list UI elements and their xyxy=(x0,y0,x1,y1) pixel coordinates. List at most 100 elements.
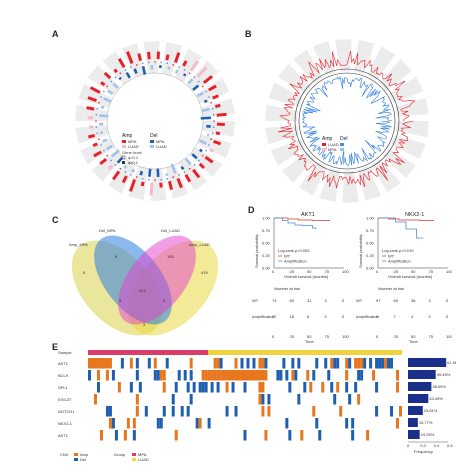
onco-cell xyxy=(96,382,100,393)
circos-sector xyxy=(161,41,182,76)
amp-bar xyxy=(149,182,154,196)
amp-bar xyxy=(126,51,134,64)
circos-b-rings xyxy=(265,39,429,203)
onco-cell xyxy=(399,406,402,417)
onco-cell xyxy=(186,382,190,393)
onco-cell xyxy=(369,358,373,369)
onco-cell xyxy=(219,370,223,381)
onco-cell xyxy=(207,418,211,429)
circos-dot xyxy=(135,176,138,178)
circos-dot xyxy=(193,76,196,78)
circos-sector xyxy=(202,121,235,137)
onco-cell xyxy=(210,370,214,381)
freq-value: 61.96% xyxy=(447,360,456,365)
circos-dot xyxy=(95,120,97,122)
km-pvalue: Log-rank p=0.019 xyxy=(382,248,414,253)
onco-cell xyxy=(357,358,361,369)
panel-d-letter: D xyxy=(248,205,255,215)
circos-dot xyxy=(96,132,99,135)
risk-row-label: Amplification xyxy=(356,314,379,319)
onco-cell xyxy=(228,370,232,381)
onco-cell xyxy=(345,382,349,393)
km-legend-wt: WT xyxy=(388,254,395,259)
circos-dot xyxy=(183,171,186,173)
circos-dot xyxy=(114,76,117,78)
venn-region-2: 8 xyxy=(115,254,118,259)
amp-bar xyxy=(184,174,192,183)
amp-bar xyxy=(208,84,217,92)
venn-label-del-mpa: Del_MPA xyxy=(99,228,116,233)
onco-cell xyxy=(138,382,142,393)
circos-sector xyxy=(268,82,303,107)
circos-sector xyxy=(371,158,401,193)
onco-cell xyxy=(225,370,229,381)
gene-label: BCL9 xyxy=(58,373,69,378)
freq-bar xyxy=(408,430,420,439)
circos-dot xyxy=(198,159,200,162)
risk-row-label: WT xyxy=(356,298,363,303)
legend-b-luad-del xyxy=(340,143,344,146)
gene-label: NOTCH1 xyxy=(58,409,75,414)
circos-sector xyxy=(282,151,315,183)
panel-e-legend: CNV Amp Del Group MPA LUAD xyxy=(60,452,149,462)
panel-e-oncoprint: Sample AKT1BCL9SPL1EXIL3TNOTCH1NKX2-1AKT… xyxy=(58,350,456,462)
km-xtick: 75 xyxy=(325,269,330,274)
amp-bar xyxy=(121,175,128,184)
freq-value: 38.09% xyxy=(432,384,446,389)
onco-cell xyxy=(348,394,352,405)
onco-cell xyxy=(246,358,250,369)
onco-cell xyxy=(123,430,127,441)
circos-dot xyxy=(188,167,191,170)
del-bar xyxy=(107,89,114,95)
onco-cell xyxy=(204,382,208,393)
onco-cell xyxy=(96,370,100,381)
circos-sector xyxy=(80,138,115,165)
onco-cell xyxy=(246,370,250,381)
legend-group-mpa-swatch xyxy=(132,453,136,456)
risk-value: 0 xyxy=(429,314,432,319)
circos-dot xyxy=(100,96,102,98)
legend-b-mpa-amp xyxy=(322,148,326,151)
freq-bar xyxy=(408,370,436,379)
legend-q1-swatch xyxy=(121,155,126,160)
risk-value: 60 xyxy=(290,298,295,303)
onco-cell xyxy=(294,370,298,381)
risk-value: 18 xyxy=(290,314,295,319)
amp-bar xyxy=(86,106,95,111)
risk-time-label: Time xyxy=(305,339,315,344)
del-bar xyxy=(184,157,192,166)
risk-xtick: 0 xyxy=(272,334,275,339)
amp-bar xyxy=(137,53,142,62)
circos-dot xyxy=(201,154,204,157)
circos-dot xyxy=(154,61,156,63)
onco-cell xyxy=(204,370,208,381)
circos-dot xyxy=(208,144,210,146)
onco-cell xyxy=(159,418,163,429)
del-bar xyxy=(100,105,105,109)
amp-bar xyxy=(213,140,222,146)
circos-dot xyxy=(135,64,138,66)
circos-sector xyxy=(396,121,429,138)
onco-cell xyxy=(345,370,349,381)
onco-cell xyxy=(234,358,238,369)
amp-bar xyxy=(117,57,126,68)
onco-cell xyxy=(390,358,394,369)
onco-cell xyxy=(285,418,289,429)
onco-cell xyxy=(111,370,115,381)
circos-sector xyxy=(358,166,382,201)
circos-sector xyxy=(143,41,160,74)
onco-cell xyxy=(357,370,361,381)
km-ytick: 1.00 xyxy=(366,216,375,221)
panel-e-letter: E xyxy=(52,342,59,352)
onco-cell xyxy=(264,430,268,441)
amp-bar xyxy=(215,131,221,136)
km-xtick: 100 xyxy=(446,269,452,274)
onco-cell xyxy=(351,418,355,429)
risk-value: 36 xyxy=(411,298,416,303)
del-bar xyxy=(201,107,210,113)
onco-cell xyxy=(129,382,133,393)
del-bar xyxy=(206,133,210,137)
onco-cell xyxy=(222,370,226,381)
freq-tick: 0 xyxy=(407,443,410,448)
